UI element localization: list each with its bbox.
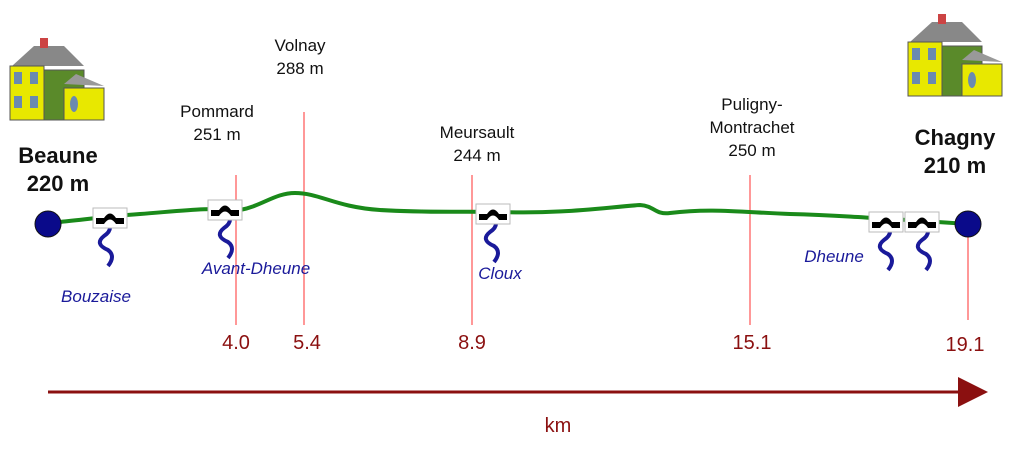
km-markers xyxy=(235,112,969,325)
endpoint-chagny xyxy=(954,210,982,238)
bridge-icon xyxy=(475,203,511,225)
place-label-chagny: Chagny 210 m xyxy=(914,125,996,178)
place-label-puligny-montrachet: Puligny- Montrachet 250 m xyxy=(709,95,795,160)
bridge-icon xyxy=(868,211,904,233)
endpoint-beaune xyxy=(34,210,62,238)
river-label-cloux: Cloux xyxy=(478,264,522,283)
bridge-icon xyxy=(207,199,243,221)
river-label-dheune: Dheune xyxy=(804,247,864,266)
place-label-pommard: Pommard 251 m xyxy=(180,102,254,144)
bridge-icon xyxy=(92,207,128,229)
elevation-profile xyxy=(59,190,969,226)
river-label-avant-dheune: Avant-Dheune xyxy=(201,259,311,278)
river-label-bouzaise: Bouzaise xyxy=(61,287,131,306)
km-label: 19.1 xyxy=(945,334,985,356)
km-label: 15.1 xyxy=(732,332,772,354)
place-label-beaune: Beaune 220 m xyxy=(18,143,98,196)
place-label-volnay: Volnay 288 m xyxy=(274,36,326,78)
place-label-meursault: Meursault 244 m xyxy=(439,123,515,165)
house-icon-beaune xyxy=(3,37,105,121)
km-label: 8.9 xyxy=(458,332,486,354)
axis-label: km xyxy=(544,415,572,437)
house-icon-chagny xyxy=(901,13,1003,97)
km-label: 4.0 xyxy=(222,332,250,354)
km-label: 5.4 xyxy=(293,332,321,354)
bridge-icon xyxy=(904,211,940,233)
